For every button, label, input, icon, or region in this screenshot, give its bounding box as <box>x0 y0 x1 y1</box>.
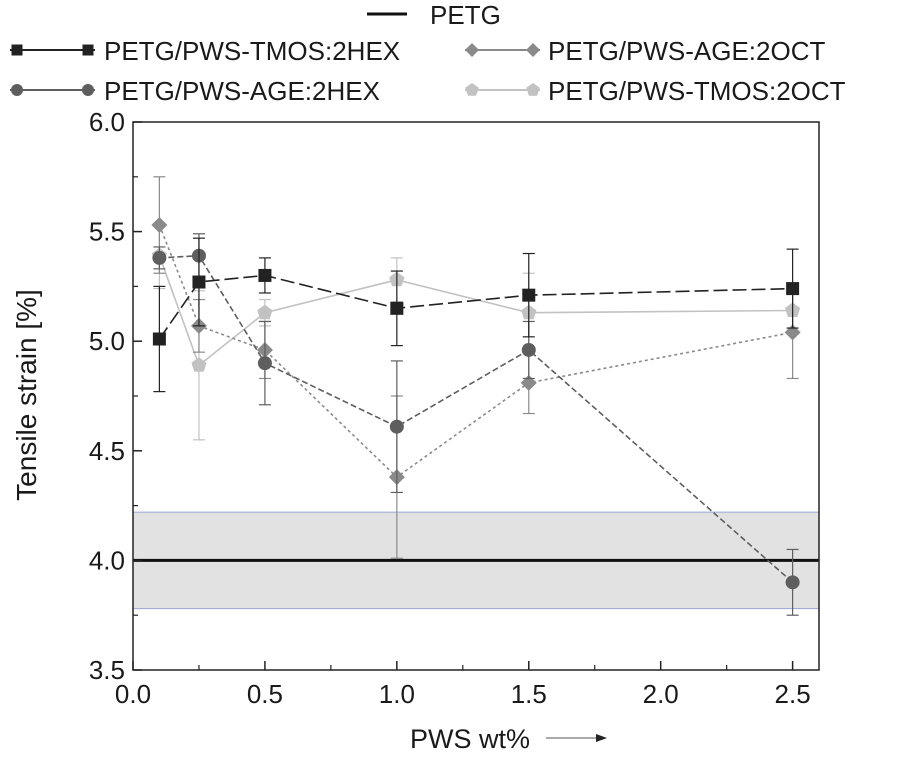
legend-item-petg-pws-age-2hex: PETG/PWS-AGE:2HEX <box>10 76 380 106</box>
series-petg-pws-age-2oct <box>151 176 801 559</box>
legend-marker <box>465 43 479 57</box>
legend-label: PETG/PWS-TMOS:2HEX <box>104 36 400 66</box>
data-point <box>522 288 536 302</box>
data-point <box>521 342 536 357</box>
legend-label: PETG/PWS-TMOS:2OCT <box>548 76 846 106</box>
data-point <box>192 275 206 289</box>
y-tick-label: 4.5 <box>89 436 125 466</box>
legend: PETG PETG/PWS-TMOS:2HEX PETG/PWS-AGE:2OCT… <box>10 0 846 106</box>
legend-label: PETG/PWS-AGE:2HEX <box>104 76 380 106</box>
legend-label: PETG/PWS-AGE:2OCT <box>548 36 825 66</box>
x-tick-label: 1.0 <box>379 679 415 709</box>
data-point <box>785 575 800 590</box>
data-point <box>257 356 272 371</box>
y-tick-label: 5.0 <box>89 326 125 356</box>
series-petg-pws-age-2hex <box>152 233 800 616</box>
legend-item-petg-pws-age-2oct: PETG/PWS-AGE:2OCT <box>465 36 825 66</box>
y-tick-label: 5.5 <box>89 217 125 247</box>
legend-marker <box>526 83 540 96</box>
series-petg-pws-tmos-2oct <box>151 222 801 441</box>
x-tick-label: 0.5 <box>247 679 283 709</box>
legend-item-petg-pws-tmos-2hex: PETG/PWS-TMOS:2HEX <box>10 36 400 66</box>
axis-layer: 0.0 0.5 1.0 1.5 2.0 2.5 3.5 4.0 4.5 5.0 5.5 6.0 <box>89 107 811 709</box>
legend-item-petg-pws-tmos-2oct: PETG/PWS-TMOS:2OCT <box>465 76 846 106</box>
series-petg-pws-tmos-2hex <box>152 237 800 393</box>
series-layer <box>151 176 801 616</box>
legend-marker <box>11 44 23 56</box>
series-line <box>159 254 794 583</box>
data-point <box>152 332 166 346</box>
y-tick-label: 6.0 <box>89 107 125 137</box>
legend-marker <box>526 43 540 57</box>
data-point <box>258 268 272 282</box>
y-tick-label: 3.5 <box>89 655 125 685</box>
x-tick-label: 2.0 <box>643 679 679 709</box>
y-axis-label: Tensile strain [%] <box>11 289 42 501</box>
data-point <box>786 282 800 296</box>
legend-item-petg: PETG <box>367 0 501 30</box>
data-point <box>389 419 404 434</box>
legend-marker <box>82 44 94 56</box>
y-tick-label: 4.0 <box>89 545 125 575</box>
data-point <box>191 357 207 372</box>
x-axis-label: PWS wt% <box>410 724 530 754</box>
series-line <box>158 224 793 479</box>
legend-series: PETG/PWS-TMOS:2HEX PETG/PWS-AGE:2OCT PETG/… <box>10 36 846 106</box>
data-point <box>390 301 404 315</box>
x-axis-arrow <box>546 734 607 742</box>
series-line <box>158 274 793 340</box>
legend-marker <box>11 84 23 96</box>
data-point <box>151 217 168 234</box>
legend-marker <box>82 84 94 96</box>
data-point <box>152 250 167 265</box>
x-tick-label: 0.0 <box>115 679 151 709</box>
legend-marker <box>465 83 479 96</box>
data-point <box>257 304 273 320</box>
x-tick-label: 1.5 <box>511 679 547 709</box>
x-tick-label: 2.5 <box>775 679 811 709</box>
legend-label-petg: PETG <box>430 0 501 30</box>
series-line <box>158 255 793 367</box>
